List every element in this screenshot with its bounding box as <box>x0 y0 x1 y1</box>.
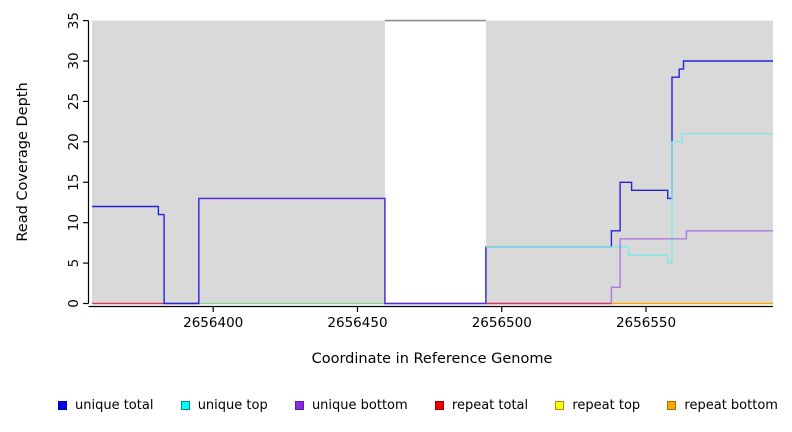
y-tick-label: 10 <box>66 214 82 231</box>
legend-swatch <box>58 401 67 410</box>
x-tick-label: 2656400 <box>183 315 243 331</box>
legend-swatch <box>434 401 444 410</box>
shaded-region <box>92 20 385 304</box>
legend-item-unique-top: unique top <box>180 398 268 413</box>
series-unique-total <box>92 60 773 305</box>
y-tick-label: 35 <box>66 12 82 29</box>
legend-swatch <box>180 401 190 410</box>
legend-label: unique total <box>75 398 154 413</box>
legend-label: repeat top <box>572 398 641 413</box>
series-unique-top <box>485 133 773 264</box>
legend-label: repeat total <box>451 398 529 413</box>
axes: 0 5 10 15 20 25 30 35 2656400 2656450 2656500 26565… <box>66 12 773 331</box>
x-axis-title: Coordinate in Reference Genome <box>312 351 553 367</box>
legend-swatch <box>294 401 304 410</box>
y-tick-label: 20 <box>66 133 82 150</box>
y-tick-label: 15 <box>66 174 82 191</box>
y-tick-label: 5 <box>66 259 82 268</box>
legend-swatch <box>555 401 565 410</box>
shaded-regions <box>92 20 773 304</box>
y-tick-label: 0 <box>66 299 82 308</box>
legend-label: unique top <box>197 398 268 413</box>
x-tick-label: 2656500 <box>472 315 532 331</box>
legend-item-repeat-bottom: repeat bottom <box>667 398 778 413</box>
y-tick-label: 25 <box>66 93 82 110</box>
legend-item-repeat-top: repeat top <box>555 398 640 413</box>
coverage-plot: 0 5 10 15 20 25 30 35 2656400 2656450 2656500 26565… <box>15 12 773 367</box>
y-axis-title: Read Coverage Depth <box>15 82 31 241</box>
x-tick-label: 2656550 <box>616 315 676 331</box>
series-unique-bottom <box>198 197 773 305</box>
legend-label: repeat bottom <box>684 398 778 413</box>
legend: unique total unique top unique bottom repea… <box>0 398 792 413</box>
coverage-lines <box>92 19 773 305</box>
legend-label: unique bottom <box>311 398 408 413</box>
shaded-region <box>485 20 773 304</box>
y-tick-label: 30 <box>66 52 82 69</box>
legend-item-unique-total: unique total <box>58 398 153 413</box>
legend-item-repeat-total: repeat total <box>434 398 529 413</box>
legend-swatch <box>667 401 677 410</box>
legend-item-unique-bottom: unique bottom <box>294 398 408 413</box>
x-tick-label: 2656450 <box>327 315 387 331</box>
